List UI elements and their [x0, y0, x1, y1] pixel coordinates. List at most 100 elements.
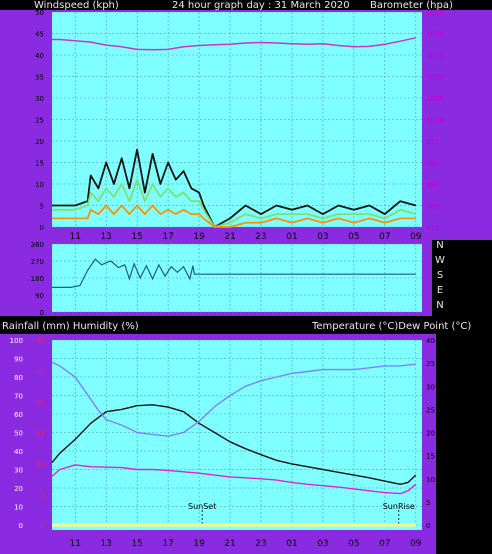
x-tick-label: 15	[131, 539, 142, 549]
humidity-tick-label: 30	[14, 467, 23, 475]
humidity-tick-label: 80	[14, 374, 23, 382]
rain-tick-label: 15	[36, 430, 45, 438]
x-tick-label: 19	[193, 232, 205, 242]
x-tick-label: 11	[69, 539, 80, 549]
x-tick-label: 03	[317, 232, 328, 242]
humidity-tick-label: 40	[14, 448, 23, 456]
compass-label: N	[436, 240, 443, 251]
annotation-label: SunRise	[383, 502, 415, 511]
baro-tick-label: 1025	[426, 9, 444, 17]
x-tick-label: 13	[100, 539, 111, 549]
rain-tick-label: 5	[41, 491, 45, 499]
direction-tick-label: 0	[40, 309, 44, 317]
direction-tick-label: 270	[31, 258, 44, 266]
wind-tick-label: 10	[35, 181, 44, 189]
x-tick-label: 05	[348, 232, 359, 242]
series-wind-direction	[52, 258, 416, 288]
series-barometer	[52, 37, 416, 51]
x-tick-label: 23	[255, 232, 266, 242]
wind-tick-label: 50	[35, 9, 44, 17]
baro-tick-label: 995	[426, 138, 439, 146]
humidity-tick-label: 60	[14, 411, 23, 419]
temp-tick-label: 35	[426, 360, 435, 368]
baro-tick-label: 985	[426, 181, 439, 189]
x-tick-label: 17	[162, 539, 173, 549]
temp-tick-label: 40	[426, 337, 435, 345]
temp-tick-label: 0	[426, 522, 430, 530]
rain-tick-label: 10	[36, 460, 45, 468]
x-tick-label: 17	[162, 232, 173, 242]
humidity-tick-label: 10	[14, 504, 23, 512]
x-tick-label: 05	[348, 539, 359, 549]
wind-tick-label: 0	[40, 224, 44, 232]
direction-tick-label: 180	[31, 275, 44, 283]
baro-tick-label: 1020	[426, 31, 444, 39]
graph-title: 24 hour graph day : 31 March 2020	[172, 0, 350, 11]
x-tick-label: 15	[131, 232, 142, 242]
temp-dew-axis-title: Temperature (°C)Dew Point (°C)	[312, 321, 472, 332]
x-tick-label: 19	[193, 539, 205, 549]
humidity-tick-label: 20	[14, 485, 23, 493]
wind-tick-label: 15	[35, 160, 44, 168]
direction-tick-label: 90	[35, 292, 44, 300]
humidity-tick-label: 50	[14, 430, 23, 438]
rain-tick-label: 0	[41, 522, 45, 530]
humidity-tick-label: 0	[19, 522, 23, 530]
x-tick-label: 09	[410, 232, 422, 242]
compass-label: W	[435, 255, 445, 266]
x-tick-label: 03	[317, 539, 328, 549]
compass-label: E	[437, 285, 443, 296]
direction-tick-label: 360	[31, 241, 44, 249]
temp-humidity-plot-area	[52, 340, 422, 530]
humidity-tick-label: 70	[14, 393, 23, 401]
baro-tick-label: 975	[426, 224, 439, 232]
x-tick-label: 07	[379, 539, 390, 549]
x-tick-label: 01	[286, 539, 297, 549]
baro-tick-label: 1005	[426, 95, 444, 103]
windspeed-axis-title: Windspeed (kph)	[34, 0, 119, 11]
x-tick-label: 07	[379, 232, 390, 242]
x-tick-label: 21	[224, 232, 235, 242]
temp-humidity-chart: 0102030405060708090100051015202530051015…	[10, 337, 435, 549]
rain-tick-label: 25	[36, 368, 45, 376]
rain-tick-label: 30	[36, 337, 45, 345]
wind-tick-label: 30	[35, 95, 44, 103]
x-tick-label: 21	[224, 539, 235, 549]
series-wind-gust	[52, 148, 417, 228]
wind-tick-label: 5	[40, 203, 44, 211]
series-wind-lull	[52, 204, 416, 228]
rain-humidity-axis-title: Rainfall (mm) Humidity (%)	[2, 321, 139, 332]
baro-tick-label: 980	[426, 203, 439, 211]
wind-baro-chart: 0510152025303540455097598098599099510001…	[35, 9, 444, 242]
barometer-axis-title: Barometer (hpa)	[370, 0, 453, 11]
temp-tick-label: 15	[426, 453, 435, 461]
baro-tick-label: 1010	[426, 74, 444, 82]
wind-tick-label: 40	[35, 52, 44, 60]
wind-tick-label: 45	[35, 31, 44, 39]
baro-tick-label: 1015	[426, 52, 444, 60]
baro-tick-label: 1000	[426, 117, 444, 125]
series-wind-average	[52, 178, 417, 228]
compass-label: N	[436, 300, 443, 311]
wind-tick-label: 35	[35, 74, 44, 82]
x-tick-label: 23	[255, 539, 266, 549]
rain-tick-label: 20	[36, 399, 45, 407]
x-tick-label: 09	[410, 539, 422, 549]
annotation-label: SunSet	[188, 502, 216, 511]
compass-label: S	[437, 270, 443, 281]
temp-tick-label: 25	[426, 406, 435, 414]
series-dew-point	[51, 464, 417, 495]
humidity-tick-label: 90	[14, 356, 23, 364]
x-tick-label: 13	[100, 232, 111, 242]
x-tick-label: 01	[286, 232, 297, 242]
humidity-tick-label: 100	[10, 337, 23, 345]
series-temperature	[51, 404, 417, 485]
x-tick-label: 11	[69, 232, 80, 242]
temp-tick-label: 30	[426, 383, 435, 391]
baro-tick-label: 990	[426, 160, 439, 168]
series-humidity	[51, 361, 416, 437]
temp-tick-label: 5	[426, 499, 430, 507]
